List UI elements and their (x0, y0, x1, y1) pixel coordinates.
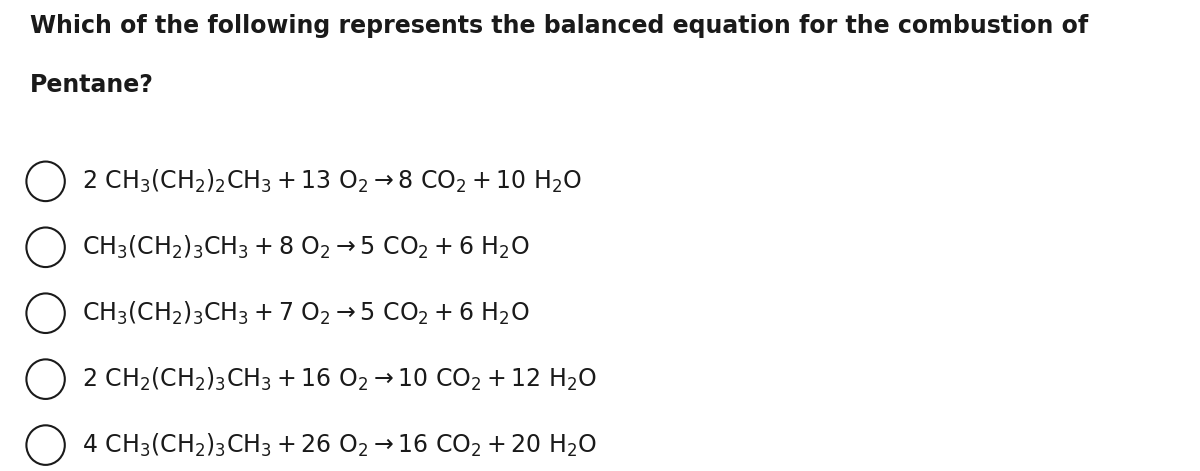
Text: Pentane?: Pentane? (30, 73, 154, 97)
Text: Which of the following represents the balanced equation for the combustion of: Which of the following represents the ba… (30, 14, 1088, 38)
Text: $\mathregular{2\ CH_2(CH_2)_3CH_3 + 16\ O_2 \rightarrow 10\ CO_2 + 12\ H_2O}$: $\mathregular{2\ CH_2(CH_2)_3CH_3 + 16\ … (82, 365, 596, 393)
Text: $\mathregular{4\ CH_3(CH_2)_3CH_3 + 26\ O_2 {\rightarrow}16\ CO_2 + 20\ H_2O}$: $\mathregular{4\ CH_3(CH_2)_3CH_3 + 26\ … (82, 431, 596, 459)
Text: $\mathregular{CH_3(CH_2)_3CH_3 + 7\ O_2 \rightarrow 5\ CO_2 + 6\ H_2O}$: $\mathregular{CH_3(CH_2)_3CH_3 + 7\ O_2 … (82, 300, 529, 327)
Text: $\mathregular{CH_3(CH_2)_3CH_3 + 8\ O_2 \rightarrow 5\ CO_2 + 6\ H_2O}$: $\mathregular{CH_3(CH_2)_3CH_3 + 8\ O_2 … (82, 234, 529, 261)
Text: $\mathregular{2\ CH_3(CH_2)_2CH_3 + 13\ O_2 \rightarrow 8\ CO_2 + 10\ H_2O}$: $\mathregular{2\ CH_3(CH_2)_2CH_3 + 13\ … (82, 168, 582, 195)
